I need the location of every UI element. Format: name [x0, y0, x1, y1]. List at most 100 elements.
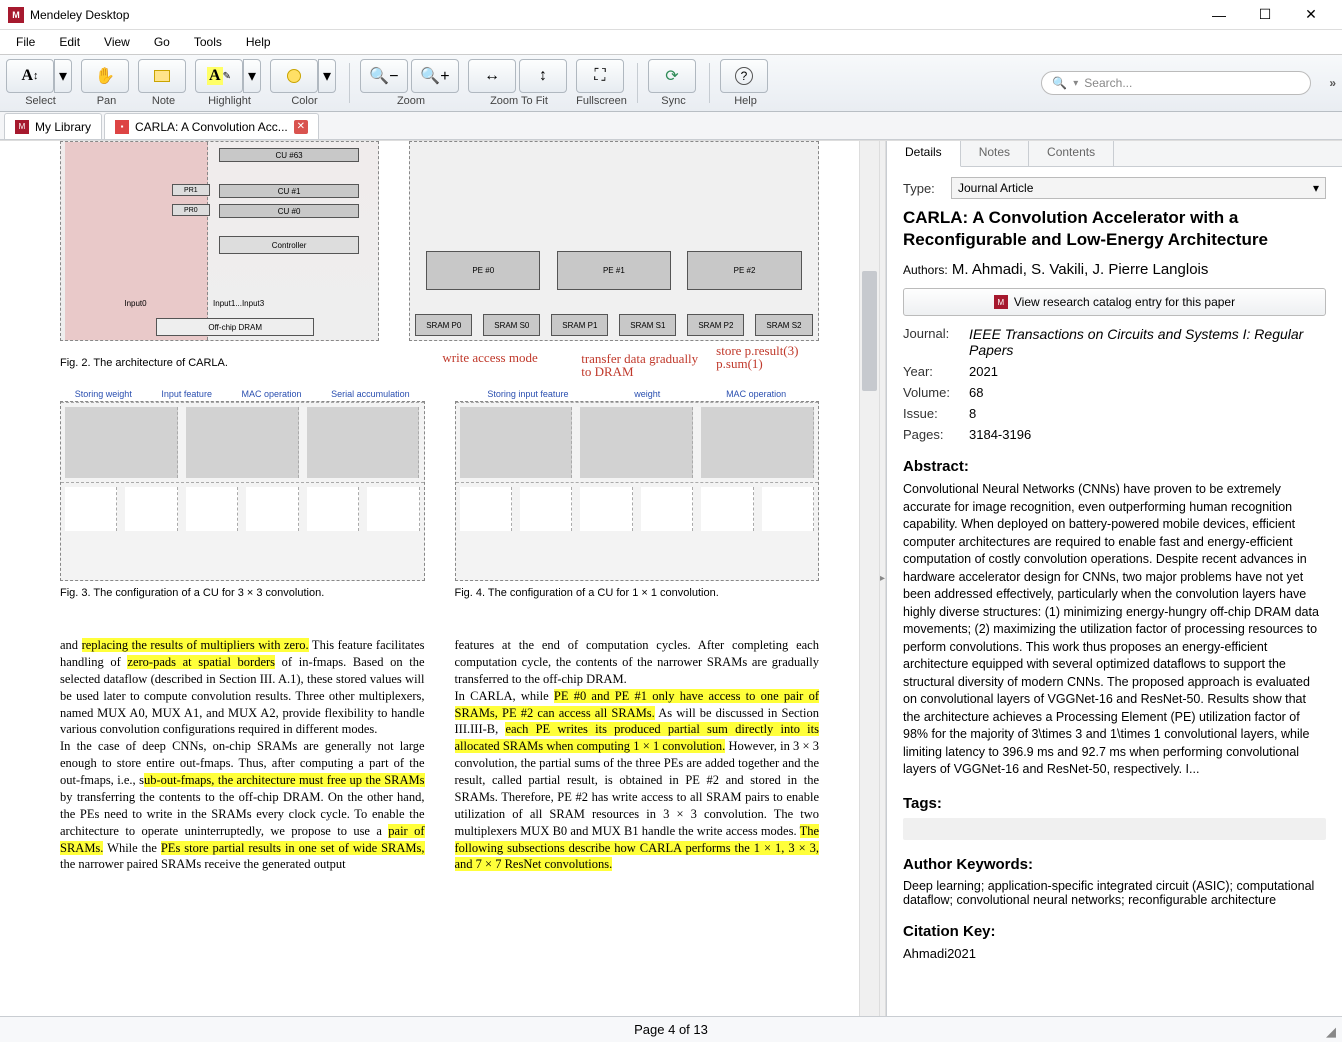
fullscreen-button[interactable]: ⛶	[576, 59, 624, 93]
resize-grip-icon[interactable]: ◢	[1326, 1024, 1336, 1040]
issue-value[interactable]: 8	[969, 406, 976, 421]
menu-tools[interactable]: Tools	[184, 33, 232, 51]
paper-title[interactable]: CARLA: A Convolution Accelerator with a …	[903, 207, 1326, 251]
tab-document[interactable]: ▪ CARLA: A Convolution Acc... ✕	[104, 113, 319, 139]
fullscreen-label: Fullscreen	[576, 95, 627, 107]
fig2-left: CU #63 CU #1 CU #0 Controller PR1 PR0 In…	[60, 141, 379, 341]
menubar: File Edit View Go Tools Help	[0, 30, 1342, 54]
tool-color-group: ▾ Color	[270, 59, 339, 107]
document-scrollbar[interactable]	[859, 141, 879, 1016]
volume-value[interactable]: 68	[969, 385, 983, 400]
fit-width-button[interactable]: ↔	[468, 59, 516, 93]
color-dropdown[interactable]: ▾	[318, 59, 336, 93]
document-pane: CU #63 CU #1 CU #0 Controller PR1 PR0 In…	[0, 141, 879, 1016]
citekey-heading: Citation Key:	[903, 923, 1326, 940]
type-select[interactable]: Journal Article▾	[951, 177, 1326, 199]
catalog-button[interactable]: M View research catalog entry for this p…	[903, 288, 1326, 316]
tags-input[interactable]	[903, 818, 1326, 840]
select-label: Select	[25, 95, 56, 107]
note-button[interactable]	[138, 59, 186, 93]
maximize-button[interactable]: ☐	[1242, 0, 1288, 30]
page-indicator: Page 4 of 13	[634, 1022, 708, 1037]
search-icon: 🔍	[1052, 76, 1067, 90]
close-button[interactable]: ✕	[1288, 0, 1334, 30]
text-col-2: features at the end of computation cycle…	[455, 637, 820, 873]
search-drop-icon: ▾	[1073, 78, 1078, 89]
tool-select-group: A↕ ▾ Select	[6, 59, 75, 107]
search-box[interactable]: 🔍 ▾ Search...	[1041, 71, 1311, 95]
tool-note-group: Note	[138, 59, 189, 107]
authors-row[interactable]: Authors: M. Ahmadi, S. Vakili, J. Pierre…	[903, 261, 1326, 278]
toolbar-overflow[interactable]: »	[1329, 76, 1336, 90]
sync-button[interactable]: ⟳	[648, 59, 696, 93]
fig2-right: PE #0 PE #1 PE #2 SRAM P0 SRAM S0 SRAM P…	[409, 141, 819, 341]
highlight-label: Highlight	[208, 95, 251, 107]
titlebar: M Mendeley Desktop — ☐ ✕	[0, 0, 1342, 30]
abstract-text[interactable]: Convolutional Neural Networks (CNNs) hav…	[903, 481, 1326, 779]
toolbar-sep	[637, 63, 638, 103]
menu-help[interactable]: Help	[236, 33, 281, 51]
scrollbar-thumb[interactable]	[862, 271, 877, 391]
text-col-1: and replacing the results of multipliers…	[60, 637, 425, 873]
tab-contents[interactable]: Contents	[1029, 141, 1114, 166]
ann-3: store p.result(3) p.sum(1)	[716, 344, 826, 370]
color-button[interactable]	[270, 59, 318, 93]
pan-label: Pan	[97, 95, 117, 107]
fig3: Storing weightInput featureMAC operation…	[60, 387, 425, 617]
highlight-button[interactable]: A✎	[195, 59, 243, 93]
zoom-out-button[interactable]: 🔍­−	[360, 59, 408, 93]
pdf-icon: ▪	[115, 120, 129, 134]
abstract-heading: Abstract:	[903, 458, 1326, 475]
menu-edit[interactable]: Edit	[49, 33, 90, 51]
tool-zoom-group: 🔍­− 🔍­+ Zoom	[360, 59, 462, 107]
citekey-value[interactable]: Ahmadi2021	[903, 946, 1326, 961]
fig4-caption: Fig. 4. The configuration of a CU for 1 …	[455, 587, 820, 599]
fig2-caption: Fig. 2. The architecture of CARLA.	[60, 357, 819, 369]
pane-splitter[interactable]: ▸	[879, 141, 886, 1016]
zoomfit-label: Zoom To Fit	[490, 95, 548, 107]
document-page[interactable]: CU #63 CU #1 CU #0 Controller PR1 PR0 In…	[0, 141, 859, 1016]
chevron-down-icon: ▾	[1313, 181, 1319, 195]
minimize-button[interactable]: —	[1196, 0, 1242, 30]
journal-value[interactable]: IEEE Transactions on Circuits and System…	[969, 326, 1326, 358]
menu-file[interactable]: File	[6, 33, 45, 51]
tool-fullscreen-group: ⛶ Fullscreen	[576, 59, 627, 107]
year-value[interactable]: 2021	[969, 364, 998, 379]
toolbar-sep	[709, 63, 710, 103]
color-label: Color	[291, 95, 317, 107]
tab-details[interactable]: Details	[887, 141, 961, 167]
volume-label: Volume:	[903, 385, 961, 400]
help-button[interactable]: ?	[720, 59, 768, 93]
tab-library-label: My Library	[35, 120, 91, 134]
fig4: Storing input featureweightMAC operation…	[455, 387, 820, 617]
statusbar: Page 4 of 13 ◢	[0, 1016, 1342, 1042]
pages-value[interactable]: 3184-3196	[969, 427, 1031, 442]
details-tabs: Details Notes Contents	[887, 141, 1342, 167]
tool-highlight-group: A✎ ▾ Highlight	[195, 59, 264, 107]
journal-label: Journal:	[903, 326, 961, 341]
tabbar: M My Library ▪ CARLA: A Convolution Acc.…	[0, 112, 1342, 140]
fig3-caption: Fig. 3. The configuration of a CU for 3 …	[60, 587, 425, 599]
keywords-text[interactable]: Deep learning; application-specific inte…	[903, 879, 1326, 907]
tab-library[interactable]: M My Library	[4, 113, 102, 139]
search-placeholder: Search...	[1084, 76, 1132, 90]
fit-height-button[interactable]: ↕	[519, 59, 567, 93]
tab-notes[interactable]: Notes	[961, 141, 1029, 166]
tool-pan-group: ✋ Pan	[81, 59, 132, 107]
tool-sync-group: ⟳ Sync	[648, 59, 699, 107]
tab-close-button[interactable]: ✕	[294, 120, 308, 134]
highlight-dropdown[interactable]: ▾	[243, 59, 261, 93]
pan-button[interactable]: ✋	[81, 59, 129, 93]
sync-label: Sync	[661, 95, 685, 107]
zoom-in-button[interactable]: 🔍­+	[411, 59, 459, 93]
year-label: Year:	[903, 364, 961, 379]
tool-zoomfit-group: ↔ ↕ Zoom To Fit	[468, 59, 570, 107]
select-button[interactable]: A↕	[6, 59, 54, 93]
menu-go[interactable]: Go	[144, 33, 180, 51]
select-dropdown[interactable]: ▾	[54, 59, 72, 93]
details-body: Type: Journal Article▾ CARLA: A Convolut…	[887, 167, 1342, 1016]
menu-view[interactable]: View	[94, 33, 140, 51]
app-title: Mendeley Desktop	[30, 8, 1196, 22]
keywords-heading: Author Keywords:	[903, 856, 1326, 873]
tab-document-label: CARLA: A Convolution Acc...	[135, 120, 288, 134]
